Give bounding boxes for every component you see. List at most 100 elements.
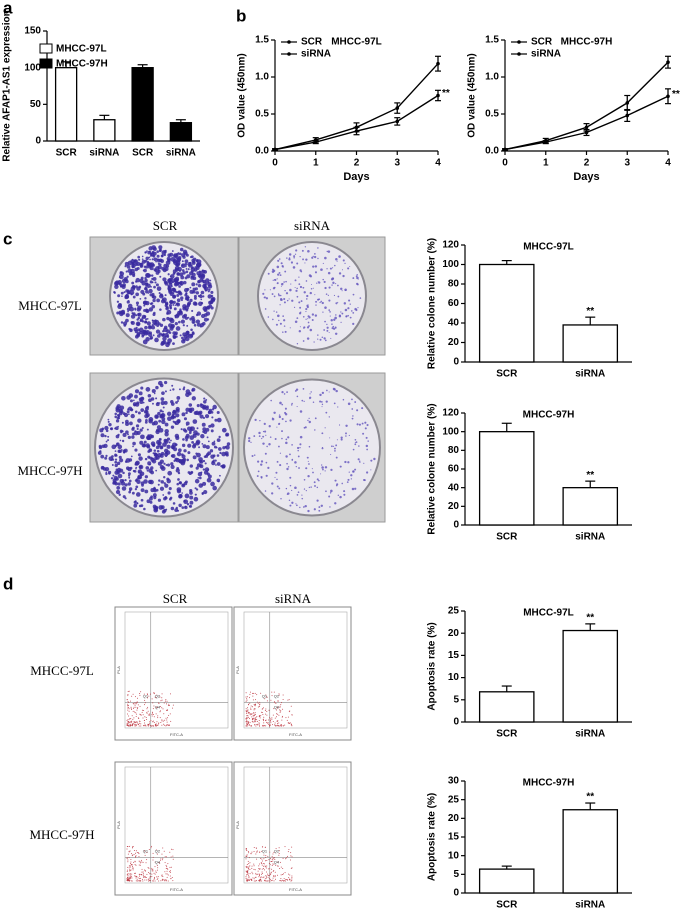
- colony: [373, 458, 375, 460]
- colony: [186, 271, 189, 274]
- event: [263, 707, 264, 708]
- colony: [324, 306, 327, 309]
- colony: [114, 461, 117, 464]
- colony: [140, 290, 144, 294]
- colony: [158, 505, 163, 510]
- event: [139, 695, 140, 696]
- colony: [114, 413, 117, 416]
- colony: [185, 317, 188, 320]
- colony: [142, 320, 144, 322]
- colony: [168, 278, 172, 282]
- colony: [329, 311, 331, 313]
- event: [246, 720, 247, 721]
- column-label: SCR: [153, 218, 178, 233]
- colony: [169, 442, 171, 444]
- colony: [339, 314, 341, 316]
- colony: [264, 430, 266, 432]
- colony: [314, 508, 316, 510]
- event: [250, 709, 251, 710]
- event: [287, 856, 288, 857]
- colony: [342, 269, 343, 270]
- colony: [265, 490, 267, 492]
- event: [288, 722, 289, 723]
- colony: [118, 482, 121, 485]
- colony: [133, 504, 137, 508]
- colony: [149, 293, 152, 296]
- event: [130, 877, 131, 878]
- colony: [285, 455, 287, 457]
- event: [269, 863, 270, 864]
- event: [249, 724, 250, 725]
- event: [255, 869, 256, 870]
- colony: [273, 412, 275, 414]
- event: [155, 866, 156, 867]
- event: [128, 702, 129, 703]
- event: [246, 872, 247, 873]
- y-axis-label: OD value (450nm): [237, 53, 248, 137]
- colony: [338, 495, 339, 496]
- event: [253, 864, 254, 865]
- colony: [305, 308, 307, 310]
- colony: [153, 277, 157, 281]
- colony: [112, 464, 114, 466]
- colony: [125, 280, 129, 284]
- colony: [304, 291, 306, 293]
- colony: [139, 298, 141, 300]
- axis-label: PI-A: [235, 821, 240, 829]
- colony: [183, 281, 187, 285]
- colony: [172, 342, 175, 345]
- colony: [100, 455, 104, 459]
- colony: [179, 272, 183, 276]
- event: [131, 721, 132, 722]
- colony: [152, 251, 155, 254]
- colony: [135, 292, 139, 296]
- annotation: **: [586, 613, 594, 624]
- event: [262, 712, 263, 713]
- event: [136, 710, 137, 711]
- colony: [98, 451, 102, 455]
- event: [249, 880, 250, 881]
- colony: [345, 309, 348, 312]
- colony: [120, 406, 124, 410]
- colony: [161, 299, 165, 303]
- event: [155, 874, 156, 875]
- event: [164, 702, 165, 703]
- colony: [306, 298, 308, 300]
- colony: [335, 390, 337, 392]
- event: [132, 855, 133, 856]
- colony: [156, 283, 159, 286]
- colony: [297, 296, 299, 298]
- event: [164, 880, 165, 881]
- event: [152, 869, 153, 870]
- colony: [115, 426, 119, 430]
- colony: [281, 404, 283, 406]
- colony: [217, 411, 220, 414]
- colony: [314, 294, 315, 295]
- colony: [344, 263, 345, 264]
- event: [172, 880, 173, 881]
- event: [157, 854, 158, 855]
- event: [127, 879, 128, 880]
- event: [259, 702, 260, 703]
- colony: [303, 340, 305, 342]
- event: [252, 718, 253, 719]
- colony: [303, 316, 305, 318]
- colony: [193, 301, 197, 305]
- event: [266, 880, 267, 881]
- colony: [312, 266, 314, 268]
- colony: [160, 409, 163, 412]
- colony: [172, 295, 176, 299]
- colony: [129, 489, 131, 491]
- colony: [191, 267, 196, 272]
- panel-letter: d: [3, 574, 13, 593]
- event: [150, 725, 151, 726]
- event: [269, 880, 270, 881]
- x-tick-label: SCR: [56, 148, 78, 159]
- event: [291, 847, 292, 848]
- colony: [140, 320, 142, 322]
- event: [268, 880, 269, 881]
- colony: [190, 426, 192, 428]
- colony: [147, 445, 151, 449]
- event: [140, 862, 141, 863]
- colony: [276, 427, 277, 428]
